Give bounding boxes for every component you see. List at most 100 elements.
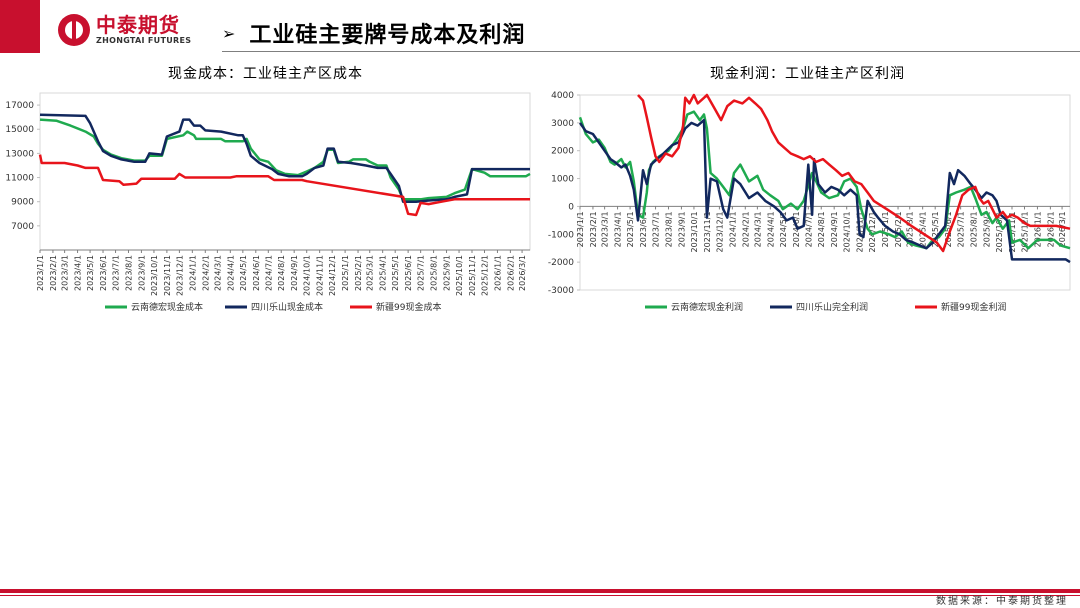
x-tick-label: 2025/4/1 (379, 255, 388, 291)
x-tick-label: 2025/9/1 (983, 211, 992, 247)
x-tick-label: 2023/1/1 (576, 211, 585, 247)
x-tick-label: 2023/2/1 (589, 211, 598, 247)
x-tick-label: 2025/4/1 (919, 211, 928, 247)
x-tick-label: 2023/11/1 (703, 211, 712, 252)
slide-title: 工业硅主要牌号成本及利润 (249, 23, 526, 48)
x-tick-label: 2024/12/1 (328, 255, 337, 296)
x-tick-label: 2023/2/1 (49, 255, 58, 291)
x-tick-label: 2024/11/1 (316, 255, 325, 296)
x-tick-label: 2023/11/1 (163, 255, 172, 296)
x-tick-label: 2025/7/1 (957, 211, 966, 247)
series-line-3 (637, 93, 1071, 253)
x-tick-label: 2024/10/1 (843, 211, 852, 252)
x-tick-label: 2025/2/1 (894, 211, 903, 247)
x-tick-label: 2023/10/1 (150, 255, 159, 296)
slide-header: ➢ 工业硅主要牌号成本及利润 (222, 17, 525, 49)
plot-area (39, 92, 531, 251)
y-tick-label: 9000 (11, 198, 34, 208)
y-tick-label: 3000 (551, 119, 574, 129)
x-tick-label: 2024/8/1 (277, 255, 286, 291)
series-line-2 (578, 118, 1071, 264)
x-tick-label: 2026/2/1 (506, 255, 515, 291)
x-tick-label: 2024/5/1 (239, 255, 248, 291)
x-tick-label: 2023/9/1 (677, 211, 686, 247)
y-tick-label: 13000 (5, 149, 34, 159)
x-tick-label: 2023/5/1 (86, 255, 95, 291)
x-tick-label: 2023/10/1 (690, 211, 699, 252)
y-tick-label: 0 (568, 202, 574, 212)
legend-label: 新疆99现金成本 (376, 301, 441, 313)
x-tick-label: 2025/11/1 (1008, 211, 1017, 252)
x-tick-label: 2024/5/1 (779, 211, 788, 247)
logo-icon (58, 14, 90, 46)
x-tick-label: 2023/6/1 (99, 255, 108, 291)
series-line-2 (39, 113, 530, 203)
x-tick-label: 2025/9/1 (443, 255, 452, 291)
footer-line (0, 595, 1080, 596)
x-tick-label: 2024/1/1 (188, 255, 197, 291)
x-tick-label: 2025/3/1 (366, 255, 375, 291)
profit-chart: -3000 -2000 -1000 0 1000 2000 3000 4000 2023/1/1… (548, 91, 1071, 313)
series-line-1 (39, 118, 531, 201)
x-tick-label: 2024/8/1 (817, 211, 826, 247)
logo-name-en: ZHONGTAI FUTURES (96, 36, 192, 45)
x-tick-label: 2024/3/1 (213, 255, 222, 291)
arrow-bullet-icon: ➢ (222, 23, 236, 43)
x-tick-label: 2024/1/1 (728, 211, 737, 247)
x-tick-label: 2025/1/1 (881, 211, 890, 247)
x-tick-label: 2023/8/1 (664, 211, 673, 247)
x-tick-label: 2025/6/1 (404, 255, 413, 291)
x-tick-label: 2026/2/1 (1046, 211, 1055, 247)
x-tick-label: 2023/8/1 (124, 255, 133, 291)
legend-label: 四川乐山现金成本 (251, 301, 323, 313)
logo-name-cn: 中泰期货 (96, 13, 180, 37)
company-logo: 中泰期货 ZHONGTAI FUTURES (58, 14, 191, 46)
x-tick-label: 2025/7/1 (417, 255, 426, 291)
x-tick-label: 2023/4/1 (74, 255, 83, 291)
x-tick-label: 2024/6/1 (252, 255, 261, 291)
x-tick-label: 2023/1/1 (36, 255, 45, 291)
x-tick-label: 2024/3/1 (753, 211, 762, 247)
x-tick-label: 2025/6/1 (944, 211, 953, 247)
y-tick-label: -3000 (548, 286, 574, 296)
legend-label: 云南德宏现金利润 (671, 301, 743, 313)
chart-title-cost: 现金成本：工业硅主产区成本 (168, 66, 363, 82)
x-tick-label: 2024/7/1 (264, 255, 273, 291)
x-tick-label: 2025/2/1 (354, 255, 363, 291)
y-tick-label: -1000 (548, 230, 574, 240)
y-tick-label: 15000 (5, 125, 34, 135)
x-tick-label: 2024/10/1 (303, 255, 312, 296)
x-tick-label: 2025/10/1 (455, 255, 464, 296)
x-tick-label: 2023/5/1 (626, 211, 635, 247)
x-tick-label: 2025/10/1 (995, 211, 1004, 252)
x-tick-label: 2023/7/1 (652, 211, 661, 247)
x-tick-label: 2023/7/1 (112, 255, 121, 291)
x-tick-label: 2025/12/1 (481, 255, 490, 296)
chart-title-profit: 现金利润：工业硅主产区利润 (710, 66, 905, 82)
legend-label: 新疆99现金利润 (941, 301, 1006, 313)
x-tick-label: 2025/1/1 (341, 255, 350, 291)
x-tick-label: 2023/4/1 (614, 211, 623, 247)
x-tick-label: 2026/1/1 (493, 255, 502, 291)
x-tick-label: 2023/9/1 (137, 255, 146, 291)
x-tick-label: 2023/6/1 (639, 211, 648, 247)
x-tick-label: 2026/3/1 (518, 255, 527, 291)
x-tick-label: 2026/1/1 (1033, 211, 1042, 247)
y-tick-label: 4000 (551, 91, 574, 101)
x-tick-label: 2024/6/1 (792, 211, 801, 247)
y-tick-label: 11000 (5, 174, 34, 184)
y-tick-label: 2000 (551, 147, 574, 157)
brand-strip (0, 0, 40, 53)
x-tick-label: 2025/5/1 (931, 211, 940, 247)
x-tick-label: 2024/4/1 (766, 211, 775, 247)
x-tick-label: 2023/3/1 (601, 211, 610, 247)
x-tick-label: 2025/5/1 (391, 255, 400, 291)
legend-label: 云南德宏现金成本 (131, 301, 203, 313)
x-tick-label: 2024/2/1 (741, 211, 750, 247)
x-tick-label: 2026/3/1 (1058, 211, 1067, 247)
x-tick-label: 2025/3/1 (906, 211, 915, 247)
data-source: 数据来源：中泰期货整理 (936, 596, 1068, 607)
series-line-1 (578, 110, 1071, 250)
footer-bar (0, 589, 1080, 593)
x-tick-label: 2025/8/1 (970, 211, 979, 247)
